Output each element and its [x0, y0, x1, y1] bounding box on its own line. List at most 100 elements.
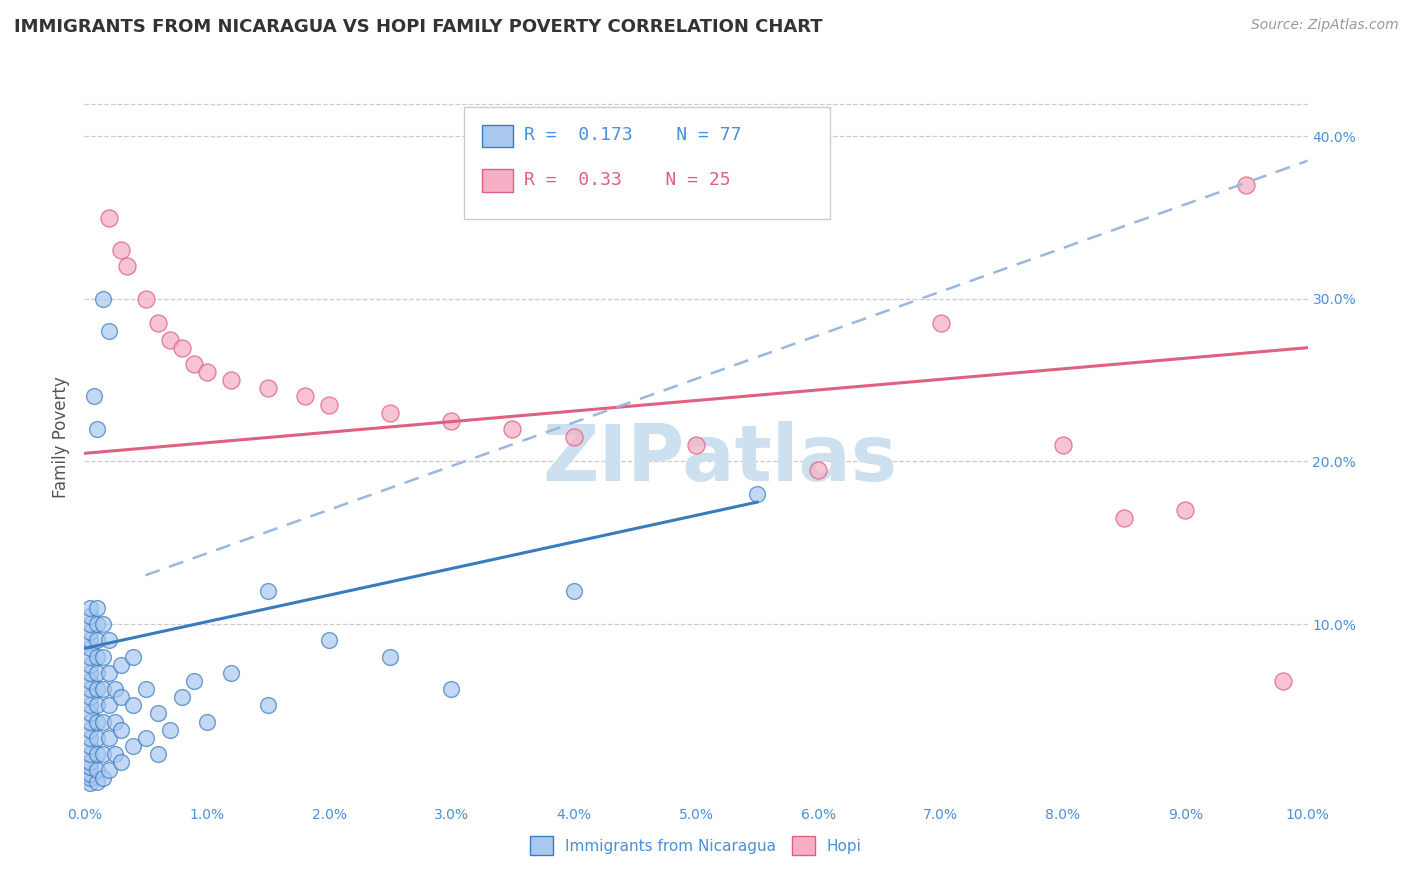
Point [79, 698, 101, 713]
Point [79, 747, 101, 761]
Point [86, 731, 108, 745]
Text: R =  0.173    N = 77: R = 0.173 N = 77 [524, 126, 742, 144]
Point [86, 714, 108, 729]
Point [91, 292, 114, 306]
Point [294, 389, 316, 403]
Point [747, 487, 769, 501]
Point [97, 764, 120, 778]
Point [91, 681, 114, 696]
Point [219, 665, 242, 680]
Point [257, 381, 280, 395]
Point [146, 747, 169, 761]
Point [219, 373, 242, 387]
Point [183, 673, 205, 688]
Legend: Immigrants from Nicaragua, Hopi: Immigrants from Nicaragua, Hopi [524, 830, 868, 861]
Point [104, 681, 127, 696]
Point [79, 600, 101, 615]
Point [86, 665, 108, 680]
Point [172, 690, 194, 705]
Point [159, 723, 181, 737]
Point [97, 325, 120, 339]
Text: Source: ZipAtlas.com: Source: ZipAtlas.com [1251, 18, 1399, 32]
Point [122, 649, 145, 664]
Point [135, 681, 157, 696]
Point [97, 665, 120, 680]
Point [79, 739, 101, 753]
Point [79, 690, 101, 705]
Point [807, 462, 830, 476]
Point [110, 723, 132, 737]
Point [1052, 438, 1074, 452]
Point [79, 731, 101, 745]
Point [1114, 511, 1136, 525]
Point [91, 772, 114, 786]
Point [83, 389, 105, 403]
Point [79, 625, 101, 640]
Point [79, 714, 101, 729]
Point [97, 731, 120, 745]
Point [79, 766, 101, 780]
Point [110, 690, 132, 705]
Point [135, 731, 157, 745]
Point [1236, 178, 1258, 193]
Point [79, 657, 101, 672]
Point [929, 316, 952, 330]
Point [79, 706, 101, 721]
Point [86, 747, 108, 761]
Point [79, 760, 101, 774]
Point [502, 422, 524, 436]
Point [159, 333, 181, 347]
Point [86, 681, 108, 696]
Point [562, 584, 585, 599]
Point [115, 260, 138, 274]
Point [97, 211, 120, 225]
Point [86, 774, 108, 789]
Point [86, 600, 108, 615]
Point [318, 398, 340, 412]
Point [79, 755, 101, 769]
Point [79, 641, 101, 656]
Point [86, 617, 108, 632]
Point [1272, 673, 1295, 688]
Text: ZIPatlas: ZIPatlas [543, 421, 898, 497]
Point [562, 430, 585, 444]
Point [97, 633, 120, 648]
Text: IMMIGRANTS FROM NICARAGUA VS HOPI FAMILY POVERTY CORRELATION CHART: IMMIGRANTS FROM NICARAGUA VS HOPI FAMILY… [14, 18, 823, 36]
Point [79, 665, 101, 680]
Point [135, 292, 157, 306]
Point [104, 747, 127, 761]
Point [380, 649, 402, 664]
Point [685, 438, 707, 452]
Point [440, 414, 463, 428]
Point [183, 357, 205, 371]
Point [86, 764, 108, 778]
Point [122, 739, 145, 753]
Point [79, 633, 101, 648]
Point [195, 365, 218, 379]
Point [91, 649, 114, 664]
Point [146, 706, 169, 721]
Point [86, 633, 108, 648]
Point [79, 608, 101, 623]
Point [79, 617, 101, 632]
Text: R =  0.33    N = 25: R = 0.33 N = 25 [524, 171, 731, 189]
Y-axis label: Family Poverty: Family Poverty [52, 376, 70, 498]
Point [79, 681, 101, 696]
Point [110, 243, 132, 257]
Point [380, 406, 402, 420]
Point [146, 316, 169, 330]
Point [79, 723, 101, 737]
Point [122, 698, 145, 713]
Point [79, 649, 101, 664]
Point [86, 649, 108, 664]
Point [257, 584, 280, 599]
Point [104, 714, 127, 729]
Point [79, 776, 101, 790]
Point [91, 714, 114, 729]
Point [79, 772, 101, 786]
Point [97, 698, 120, 713]
Point [79, 673, 101, 688]
Point [440, 681, 463, 696]
Point [91, 747, 114, 761]
Point [86, 422, 108, 436]
